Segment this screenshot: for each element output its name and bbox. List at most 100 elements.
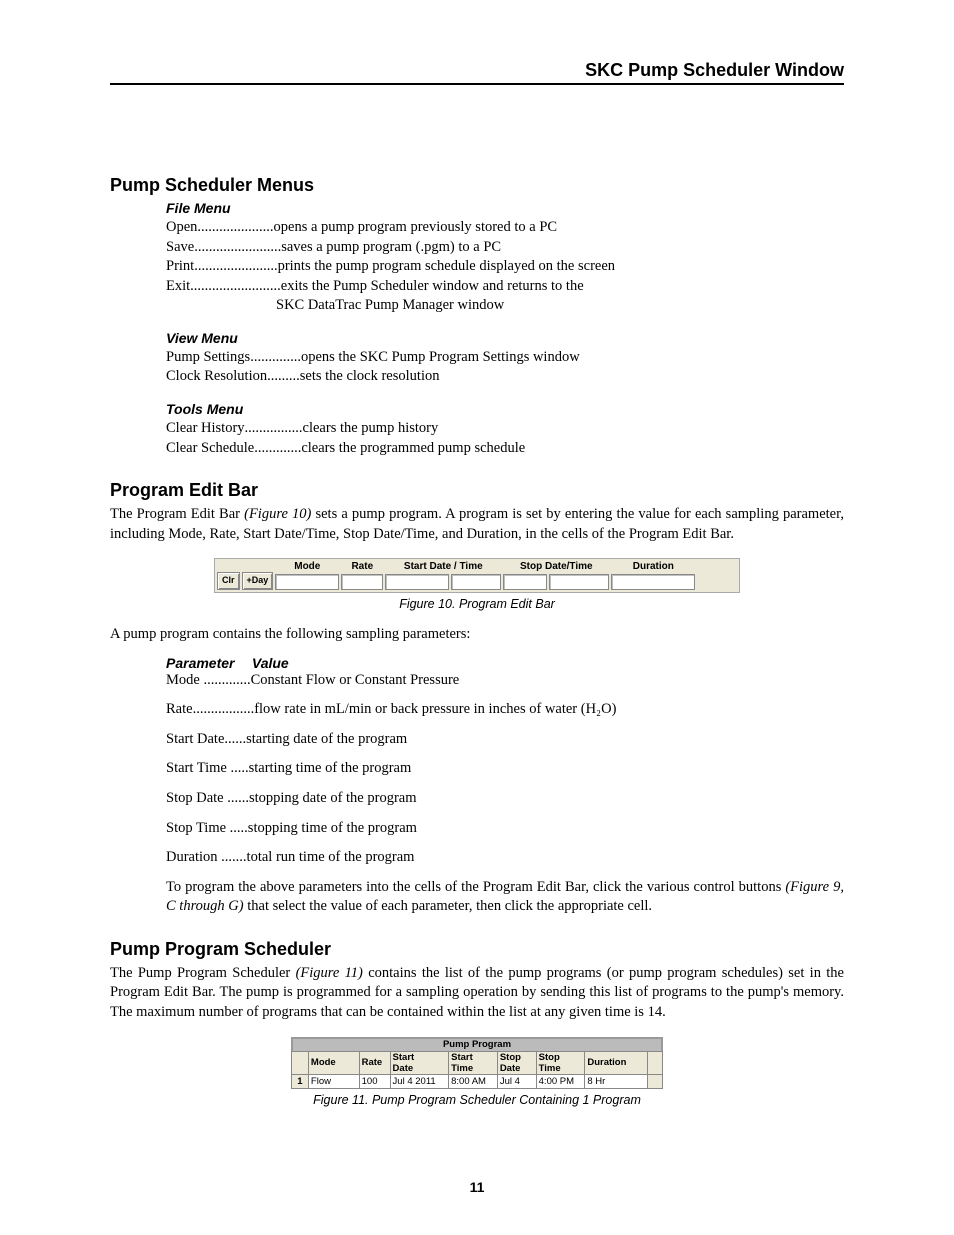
param-term: Mode	[166, 672, 200, 688]
menu-dots: ................	[245, 419, 303, 439]
menu-item: Open ..................... opens a pump …	[166, 218, 844, 238]
menu-def: opens the SKC Pump Program Settings wind…	[301, 348, 580, 368]
param-def: stopping date of the program	[249, 790, 417, 806]
figure-10-caption: Figure 10. Program Edit Bar	[110, 597, 844, 611]
param-term: Start Time	[166, 760, 227, 776]
hdr-stop: Stop Date/Time	[520, 561, 593, 572]
cell-mode: Flow	[308, 1074, 359, 1088]
param-head-c2: Value	[252, 655, 289, 671]
menu-def: sets the clock resolution	[300, 367, 440, 387]
section-title-scheduler: Pump Program Scheduler	[110, 939, 844, 960]
param-def: starting date of the program	[246, 731, 407, 747]
menu-term: Clock Resolution	[166, 367, 267, 387]
cell-stop-time[interactable]	[549, 574, 609, 590]
menu-term: Save	[166, 238, 194, 258]
running-head: SKC Pump Scheduler Window	[110, 60, 844, 85]
hdr-rate: Rate	[351, 561, 373, 572]
menu-dots: .........	[267, 367, 300, 387]
row-num: 1	[292, 1074, 309, 1088]
tools-menu: Tools Menu Clear History ...............…	[166, 401, 844, 458]
menu-items: Pump Settings .............. opens the S…	[166, 348, 844, 387]
menu-dots: .......................	[194, 257, 277, 277]
file-menu-title: File Menu	[166, 200, 844, 216]
plusday-button[interactable]: +Day	[242, 572, 274, 590]
cell-mode[interactable]	[275, 574, 339, 590]
th-duration: Duration	[585, 1051, 648, 1074]
menu-item: Exit ......................... exits the…	[166, 277, 844, 297]
menu-dots: ........................	[194, 238, 281, 258]
menu-dots: .....................	[197, 218, 273, 238]
menu-def: clears the pump history	[303, 419, 439, 439]
param-row: Stop Date ......stopping date of the pro…	[166, 789, 844, 809]
params-intro: A pump program contains the following sa…	[110, 625, 844, 645]
program-edit-bar-widget: Clr +Day Mode Rate Start Date / Time Sto…	[214, 558, 740, 593]
menu-def: opens a pump program previously stored t…	[274, 218, 558, 238]
cell-start-time[interactable]	[451, 574, 501, 590]
cell-start-date[interactable]	[385, 574, 449, 590]
col-startdatetime: Start Date / Time	[385, 561, 501, 590]
hdr-start: Start Date / Time	[404, 561, 483, 572]
param-dots: ......	[224, 731, 246, 747]
param-row: Start Time .....starting time of the pro…	[166, 759, 844, 779]
th-starttime: StartTime	[449, 1051, 498, 1074]
col-stopdatetime: Stop Date/Time	[503, 561, 609, 590]
editbar-intro: The Program Edit Bar (Figure 10) sets a …	[110, 505, 844, 544]
param-head: Parameter Value	[166, 655, 844, 671]
menu-dots: ..............	[250, 348, 301, 368]
cell-stop-date[interactable]	[503, 574, 547, 590]
menu-item: Clear History ................ clears th…	[166, 419, 844, 439]
menu-term: Open	[166, 218, 197, 238]
param-row: Stop Time .....stopping time of the prog…	[166, 819, 844, 839]
menu-term: Exit	[166, 277, 190, 297]
param-dots: ......	[224, 790, 249, 806]
cell-duration[interactable]	[611, 574, 695, 590]
th-stopdate: StopDate	[497, 1051, 536, 1074]
scroll-col-cell	[648, 1074, 663, 1088]
param-term: Rate	[166, 701, 193, 717]
param-term: Duration	[166, 849, 218, 865]
param-dots: .....	[226, 820, 248, 836]
hdr-mode: Mode	[294, 561, 320, 572]
menu-items: Clear History ................ clears th…	[166, 419, 844, 458]
th-rate: Rate	[359, 1051, 390, 1074]
cell-starttime: 8:00 AM	[449, 1074, 498, 1088]
menu-term: Pump Settings	[166, 348, 250, 368]
menu-def: saves a pump program (.pgm) to a PC	[281, 238, 501, 258]
cell-stoptime: 4:00 PM	[536, 1074, 585, 1088]
param-term: Stop Date	[166, 790, 224, 806]
cell-duration: 8 Hr	[585, 1074, 648, 1088]
param-table: Parameter Value Mode .............Consta…	[166, 655, 844, 917]
figure-10: Clr +Day Mode Rate Start Date / Time Sto…	[110, 558, 844, 593]
section-title-editbar: Program Edit Bar	[110, 480, 844, 501]
menu-def: prints the pump program schedule display…	[278, 257, 615, 277]
col-rate: Rate	[341, 561, 383, 590]
scheduler-panel-title: Pump Program	[291, 1037, 663, 1051]
hdr-duration: Duration	[633, 561, 674, 572]
page: SKC Pump Scheduler Window Pump Scheduler…	[0, 0, 954, 1235]
menu-term: Clear Schedule	[166, 439, 254, 459]
param-def: flow rate in mL/min or back pressure in …	[254, 701, 616, 717]
th-mode: Mode	[308, 1051, 359, 1074]
scheduler-intro: The Pump Program Scheduler (Figure 11) c…	[110, 964, 844, 1023]
scroll-col	[648, 1051, 663, 1074]
file-menu: File Menu Open ..................... ope…	[166, 200, 844, 316]
scheduler-header-row: Mode Rate StartDate StartTime StopDate S…	[292, 1051, 663, 1074]
figure-11: Pump Program Mode Rate StartDate StartTi…	[110, 1037, 844, 1089]
menu-dots: .............	[254, 439, 301, 459]
scheduler-data-row[interactable]: 1 Flow 100 Jul 4 2011 8:00 AM Jul 4 4:00…	[292, 1074, 663, 1088]
cell-rate[interactable]	[341, 574, 383, 590]
scheduler-table: Mode Rate StartDate StartTime StopDate S…	[291, 1051, 663, 1089]
menu-dots: .........................	[190, 277, 281, 297]
menu-item: Pump Settings .............. opens the S…	[166, 348, 844, 368]
view-menu-title: View Menu	[166, 330, 844, 346]
page-number: 11	[0, 1179, 954, 1195]
param-note: To program the above parameters into the…	[166, 878, 844, 917]
cell-rate: 100	[359, 1074, 390, 1088]
menu-def: exits the Pump Scheduler window and retu…	[281, 277, 584, 297]
param-dots: .................	[193, 701, 255, 717]
section-title-menus: Pump Scheduler Menus	[110, 175, 844, 196]
param-dots: .....	[227, 760, 249, 776]
menu-item: Clock Resolution ......... sets the cloc…	[166, 367, 844, 387]
clr-button[interactable]: Clr	[217, 572, 240, 590]
th-startdate: StartDate	[390, 1051, 449, 1074]
